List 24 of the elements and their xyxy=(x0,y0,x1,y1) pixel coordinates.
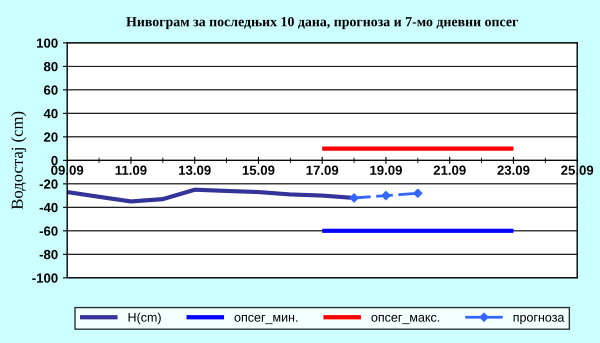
y-tick-label: 0 xyxy=(51,156,58,166)
y-tick-label: 80 xyxy=(44,62,58,72)
y-tick-label: 60 xyxy=(44,85,58,95)
x-tick-label: 19.09 xyxy=(370,166,402,175)
y-tick-label: 20 xyxy=(44,132,58,142)
y-tick-label: -60 xyxy=(40,226,58,236)
y-axis-title: Водостај (cm) xyxy=(11,112,26,210)
y-tick-label: 100 xyxy=(36,38,58,48)
x-tick-label: 15.09 xyxy=(242,166,274,175)
legend-label: прогноза xyxy=(514,314,564,324)
x-tick-label: 23.09 xyxy=(497,166,530,175)
y-tick-label: 40 xyxy=(44,108,58,118)
x-tick-label: 17.09 xyxy=(306,166,338,175)
y-tick-label: -100 xyxy=(32,273,58,283)
legend-label: H(cm) xyxy=(128,312,161,324)
x-tick-label: 21.09 xyxy=(434,166,466,175)
legend-label: опсег_мин. xyxy=(234,314,298,324)
y-tick-label: -80 xyxy=(40,250,58,260)
y-tick-label: -20 xyxy=(40,179,58,189)
legend-label: опсег_макс. xyxy=(371,314,440,324)
x-tick-label: 11.09 xyxy=(116,166,147,175)
y-tick-label: -40 xyxy=(40,202,58,212)
chart-title: Нивограм за последњих 10 дана, прогноза и 7-мо дневни опсег xyxy=(126,16,518,30)
x-tick-label: 13.09 xyxy=(179,166,211,175)
